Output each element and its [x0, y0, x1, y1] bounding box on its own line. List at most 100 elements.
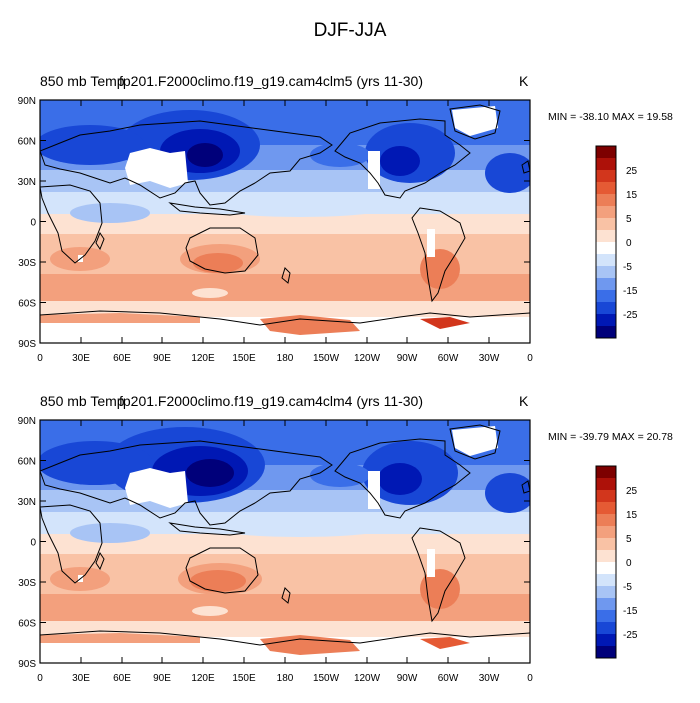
colorbar-label: 25: [626, 486, 638, 497]
colorbar-swatch: [596, 466, 616, 478]
lon-label: 60E: [113, 673, 131, 684]
lat-label: 60N: [18, 457, 36, 468]
colorbar-swatch: [596, 218, 616, 230]
panel-variable-label: 850 mb Temp: [40, 73, 125, 89]
lon-label: 180: [277, 673, 294, 684]
lon-label: 90E: [153, 673, 171, 684]
colorbar-swatch: [596, 254, 616, 266]
lat-label: 90S: [18, 339, 36, 350]
colorbar-label: -25: [623, 310, 638, 321]
lon-label: 90E: [153, 353, 171, 364]
colorbar-swatch: [596, 278, 616, 290]
lat-label: 90N: [18, 96, 36, 107]
colorbar-swatch: [596, 290, 616, 302]
figure-title: DJF-JJA: [313, 20, 387, 41]
lon-label: 0: [527, 673, 533, 684]
colorbar-label: 0: [626, 558, 632, 569]
lon-axis: 0 30E 60E 90E 120E 150E 180 150W 120W 90…: [37, 420, 533, 684]
lat-label: 30N: [18, 497, 36, 508]
coastlines: [40, 424, 530, 646]
colorbar-swatch: [596, 586, 616, 598]
coastlines: [40, 104, 530, 326]
colorbar-swatch: [596, 514, 616, 526]
lat-label: 0: [30, 538, 36, 549]
colorbar-swatch: [596, 550, 616, 562]
colorbar-swatch: [596, 646, 616, 658]
lon-label: 30W: [479, 673, 500, 684]
colorbar-label: 5: [626, 534, 632, 545]
lon-label: 150W: [313, 353, 340, 364]
lon-label: 120E: [191, 673, 215, 684]
lat-label: 30S: [18, 258, 36, 269]
colorbar-label: -25: [623, 630, 638, 641]
lon-label: 120W: [354, 673, 381, 684]
lon-label: 60W: [438, 673, 459, 684]
colorbar-swatch: [596, 206, 616, 218]
panel-unit-label: K: [519, 393, 529, 409]
colorbar: 25 15 5 0 -5 -15 -25: [595, 465, 638, 659]
colorbar-label: -15: [623, 606, 638, 617]
lon-label: 90W: [397, 353, 418, 364]
colorbar-swatch: [596, 562, 616, 574]
colorbar-swatch: [596, 242, 616, 254]
colorbar-label: 25: [626, 166, 638, 177]
lon-label: 120E: [191, 353, 215, 364]
lat-label: 60S: [18, 299, 36, 310]
colorbar-swatch: [596, 538, 616, 550]
lat-label: 60S: [18, 619, 36, 630]
lat-label: 30N: [18, 177, 36, 188]
colorbar-swatch: [596, 194, 616, 206]
lat-label: 90S: [18, 659, 36, 670]
lon-axis: 0 30E 60E 90E 120E 150E 180 150W 120W 90…: [37, 100, 533, 364]
colorbar-swatch: [596, 170, 616, 182]
lon-label: 90W: [397, 673, 418, 684]
colorbar-swatch: [596, 502, 616, 514]
panel-unit-label: K: [519, 73, 529, 89]
lon-label: 30E: [72, 353, 90, 364]
colorbar: 25 15 5 0 -5 -15 -25: [595, 145, 638, 339]
lat-label: 0: [30, 218, 36, 229]
lat-label: 30S: [18, 578, 36, 589]
colorbar-swatch: [596, 478, 616, 490]
lon-label: 30W: [479, 353, 500, 364]
panel-bottom: 850 mb Temp fp201.F2000climo.f19_g19.cam…: [0, 393, 700, 703]
lat-axis: 90N 60N 30N 0 30S 60S 90S: [18, 96, 530, 350]
temperature-contours: [40, 420, 530, 663]
lon-label: 150W: [313, 673, 340, 684]
colorbar-swatch: [596, 622, 616, 634]
panel-case-label: fp201.F2000climo.f19_g19.cam4clm5 (yrs 1…: [119, 73, 424, 89]
colorbar-swatch: [596, 574, 616, 586]
colorbar-label: 5: [626, 214, 632, 225]
lon-label: 150E: [232, 673, 256, 684]
colorbar-swatch: [596, 610, 616, 622]
lon-label: 0: [527, 353, 533, 364]
map-plot: 90N 60N 30N 0 30S 60S 90S: [18, 416, 638, 684]
panel-top: 850 mb Temp fp201.F2000climo.f19_g19.cam…: [0, 73, 700, 383]
colorbar-swatch: [596, 314, 616, 326]
colorbar-swatch: [596, 230, 616, 242]
lon-label: 180: [277, 353, 294, 364]
colorbar-label: 15: [626, 190, 638, 201]
lon-label: 30E: [72, 673, 90, 684]
colorbar-swatch: [596, 526, 616, 538]
lon-label: 120W: [354, 353, 381, 364]
lat-label: 90N: [18, 416, 36, 427]
min-max-label: MIN = -39.79 MAX = 20.78: [548, 431, 673, 443]
colorbar-swatch: [596, 326, 616, 338]
colorbar-label: -5: [623, 582, 632, 593]
colorbar-swatch: [596, 634, 616, 646]
colorbar-swatch: [596, 266, 616, 278]
lon-label: 0: [37, 353, 43, 364]
lat-label: 60N: [18, 137, 36, 148]
min-max-label: MIN = -38.10 MAX = 19.58: [548, 111, 673, 123]
colorbar-swatch: [596, 158, 616, 170]
colorbar-swatch: [596, 182, 616, 194]
temperature-contours: [40, 100, 530, 343]
colorbar-swatch: [596, 146, 616, 158]
lon-label: 0: [37, 673, 43, 684]
lat-axis: 90N 60N 30N 0 30S 60S 90S: [18, 416, 530, 670]
colorbar-swatch: [596, 598, 616, 610]
colorbar-swatch: [596, 302, 616, 314]
lon-label: 60W: [438, 353, 459, 364]
colorbar-label: 15: [626, 510, 638, 521]
